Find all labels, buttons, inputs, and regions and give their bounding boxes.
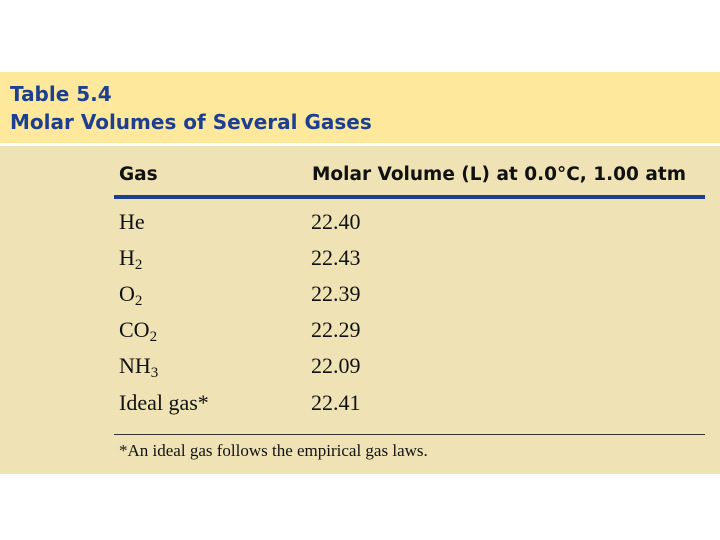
gas-name-cell: O2 xyxy=(119,281,143,309)
table-panel: Table 5.4 Molar Volumes of Several Gases… xyxy=(0,72,720,474)
gas-name-cell: NH3 xyxy=(119,353,159,381)
column-header-molar-volume: Molar Volume (L) at 0.0°C, 1.00 atm xyxy=(312,164,686,185)
table-title: Molar Volumes of Several Gases xyxy=(10,110,372,134)
molar-volume-cell: 22.40 xyxy=(311,209,361,234)
gas-name-cell: Ideal gas* xyxy=(119,390,209,415)
table-row: He 22.40 xyxy=(0,209,720,243)
table-row: O2 22.39 xyxy=(0,281,720,315)
molar-volume-cell: 22.29 xyxy=(311,317,361,342)
table-row: Ideal gas* 22.41 xyxy=(0,390,720,424)
table-footnote: *An ideal gas follows the empirical gas … xyxy=(119,441,428,460)
header-divider xyxy=(114,195,705,199)
table-number: Table 5.4 xyxy=(10,82,112,106)
gas-name-cell: H2 xyxy=(119,245,143,273)
molar-volume-cell: 22.41 xyxy=(311,390,361,415)
title-divider xyxy=(0,143,720,146)
table-row: NH3 22.09 xyxy=(0,353,720,387)
column-header-gas: Gas xyxy=(119,164,158,185)
gas-name-cell: CO2 xyxy=(119,317,158,345)
molar-volume-cell: 22.43 xyxy=(311,245,361,270)
table-row: CO2 22.29 xyxy=(0,317,720,351)
gas-name-cell: He xyxy=(119,209,145,234)
molar-volume-cell: 22.09 xyxy=(311,353,361,378)
footnote-divider xyxy=(114,434,705,435)
table-title-band: Table 5.4 Molar Volumes of Several Gases xyxy=(0,72,720,146)
molar-volume-cell: 22.39 xyxy=(311,281,361,306)
table-row: H2 22.43 xyxy=(0,245,720,279)
